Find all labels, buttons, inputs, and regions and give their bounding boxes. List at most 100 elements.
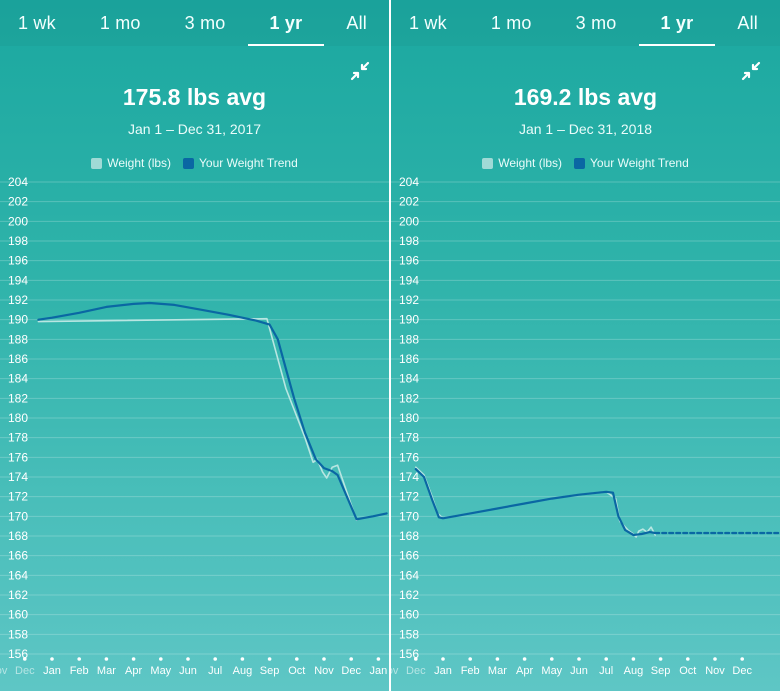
x-tick-dot xyxy=(577,657,581,661)
y-tick-label: 196 xyxy=(399,254,419,268)
legend-weight[interactable]: Weight (lbs) xyxy=(482,156,562,170)
y-tick-label: 198 xyxy=(8,234,28,248)
legend-weight-swatch xyxy=(91,158,102,169)
y-tick-label: 176 xyxy=(8,450,28,464)
y-tick-label: 176 xyxy=(399,450,419,464)
x-tick-label: Aug xyxy=(624,665,644,677)
y-tick-label: 204 xyxy=(8,175,28,189)
y-tick-label: 184 xyxy=(399,372,419,386)
weight-chart-2017: 1561581601621641661681701721741761781801… xyxy=(0,172,389,691)
x-tick-label: Sep xyxy=(651,665,671,677)
x-tick-dot xyxy=(105,657,109,661)
x-tick-label: Apr xyxy=(125,665,142,677)
y-tick-label: 172 xyxy=(8,490,28,504)
x-tick-label: Nov xyxy=(0,665,8,677)
y-tick-label: 200 xyxy=(399,214,419,228)
tab-1mo[interactable]: 1 mo xyxy=(491,0,532,46)
x-tick-dot xyxy=(740,657,744,661)
tab-3mo[interactable]: 3 mo xyxy=(576,0,617,46)
x-tick-dot xyxy=(23,657,27,661)
y-tick-label: 174 xyxy=(8,470,28,484)
y-tick-label: 180 xyxy=(8,411,28,425)
x-tick-dot xyxy=(213,657,217,661)
legend-weight-label: Weight (lbs) xyxy=(107,156,171,170)
y-tick-label: 178 xyxy=(399,431,419,445)
date-range: Jan 1 – Dec 31, 2017 xyxy=(0,121,389,137)
range-tabs: 1 wk 1 mo 3 mo 1 yr All xyxy=(0,0,389,46)
x-tick-dot xyxy=(377,657,381,661)
tab-all[interactable]: All xyxy=(737,0,758,46)
legend-trend[interactable]: Your Weight Trend xyxy=(574,156,689,170)
y-tick-label: 182 xyxy=(8,391,28,405)
y-tick-label: 194 xyxy=(8,273,28,287)
x-tick-label: May xyxy=(150,665,171,677)
x-tick-dot xyxy=(441,657,445,661)
y-tick-label: 172 xyxy=(399,490,419,504)
legend-trend-swatch xyxy=(574,158,585,169)
x-tick-dot xyxy=(159,657,163,661)
y-tick-label: 180 xyxy=(399,411,419,425)
x-tick-label: Mar xyxy=(97,665,116,677)
x-tick-dot xyxy=(268,657,272,661)
y-tick-label: 174 xyxy=(399,470,419,484)
x-tick-label: Apr xyxy=(516,665,533,677)
y-tick-label: 160 xyxy=(8,608,28,622)
x-tick-dot xyxy=(132,657,136,661)
x-tick-label: Dec xyxy=(406,665,426,677)
tab-1yr[interactable]: 1 yr xyxy=(661,0,694,46)
y-tick-label: 166 xyxy=(8,549,28,563)
y-tick-label: 164 xyxy=(8,568,28,582)
tab-all[interactable]: All xyxy=(346,0,367,46)
x-tick-label: Sep xyxy=(260,665,280,677)
tab-1mo[interactable]: 1 mo xyxy=(100,0,141,46)
average-weight: 169.2 lbs avg xyxy=(391,84,780,111)
collapse-arrows-icon[interactable] xyxy=(740,60,762,82)
weight-chart-2018: 156 158 160 162 164 166 168 170 172 174 176 178 180 1… xyxy=(391,172,780,691)
y-tick-label: 192 xyxy=(8,293,28,307)
x-tick-dot xyxy=(414,657,418,661)
x-tick-label: Nov xyxy=(705,665,725,677)
range-tabs: 1 wk 1 mo 3 mo 1 yr All xyxy=(391,0,780,46)
x-tick-label: Mar xyxy=(488,665,507,677)
tab-1wk[interactable]: 1 wk xyxy=(409,0,447,46)
trend-series-line xyxy=(38,303,386,519)
y-tick-label: 178 xyxy=(8,431,28,445)
x-tick-label: May xyxy=(541,665,562,677)
y-tick-label: 198 xyxy=(399,234,419,248)
y-tick-label: 200 xyxy=(8,214,28,228)
y-tick-label: 158 xyxy=(8,627,28,641)
x-tick-label: Jul xyxy=(599,665,613,677)
y-tick-label: 160 xyxy=(399,608,419,622)
x-tick-dot xyxy=(322,657,326,661)
legend-weight-swatch xyxy=(482,158,493,169)
legend-trend[interactable]: Your Weight Trend xyxy=(183,156,298,170)
x-tick-dot xyxy=(686,657,690,661)
x-tick-label: Dec xyxy=(341,665,361,677)
x-tick-dot xyxy=(632,657,636,661)
x-tick-label: Oct xyxy=(288,665,305,677)
legend-trend-swatch xyxy=(183,158,194,169)
y-tick-label: 162 xyxy=(399,588,419,602)
tab-1yr[interactable]: 1 yr xyxy=(270,0,303,46)
tab-1wk[interactable]: 1 wk xyxy=(18,0,56,46)
y-tick-label: 192 xyxy=(399,293,419,307)
chart-legend: Weight (lbs) Your Weight Trend xyxy=(391,156,780,170)
tab-3mo[interactable]: 3 mo xyxy=(185,0,226,46)
legend-trend-label: Your Weight Trend xyxy=(590,156,689,170)
y-tick-label: 166 xyxy=(399,549,419,563)
x-tick-label: Dec xyxy=(15,665,35,677)
x-tick-dot xyxy=(349,657,353,661)
y-tick-label: 194 xyxy=(399,273,419,287)
y-tick-label: 164 xyxy=(399,568,419,582)
y-tick-label: 182 xyxy=(399,391,419,405)
collapse-arrows-icon[interactable] xyxy=(349,60,371,82)
y-tick-label: 168 xyxy=(399,529,419,543)
x-tick-label: Jun xyxy=(570,665,588,677)
y-tick-label: 204 xyxy=(399,175,419,189)
legend-trend-label: Your Weight Trend xyxy=(199,156,298,170)
legend-weight[interactable]: Weight (lbs) xyxy=(91,156,171,170)
x-tick-dot xyxy=(659,657,663,661)
y-tick-label: 170 xyxy=(8,509,28,523)
weight-panel-2018: 1 wk 1 mo 3 mo 1 yr All 169.2 lbs avg Ja… xyxy=(391,0,780,691)
x-tick-label: Jul xyxy=(208,665,222,677)
